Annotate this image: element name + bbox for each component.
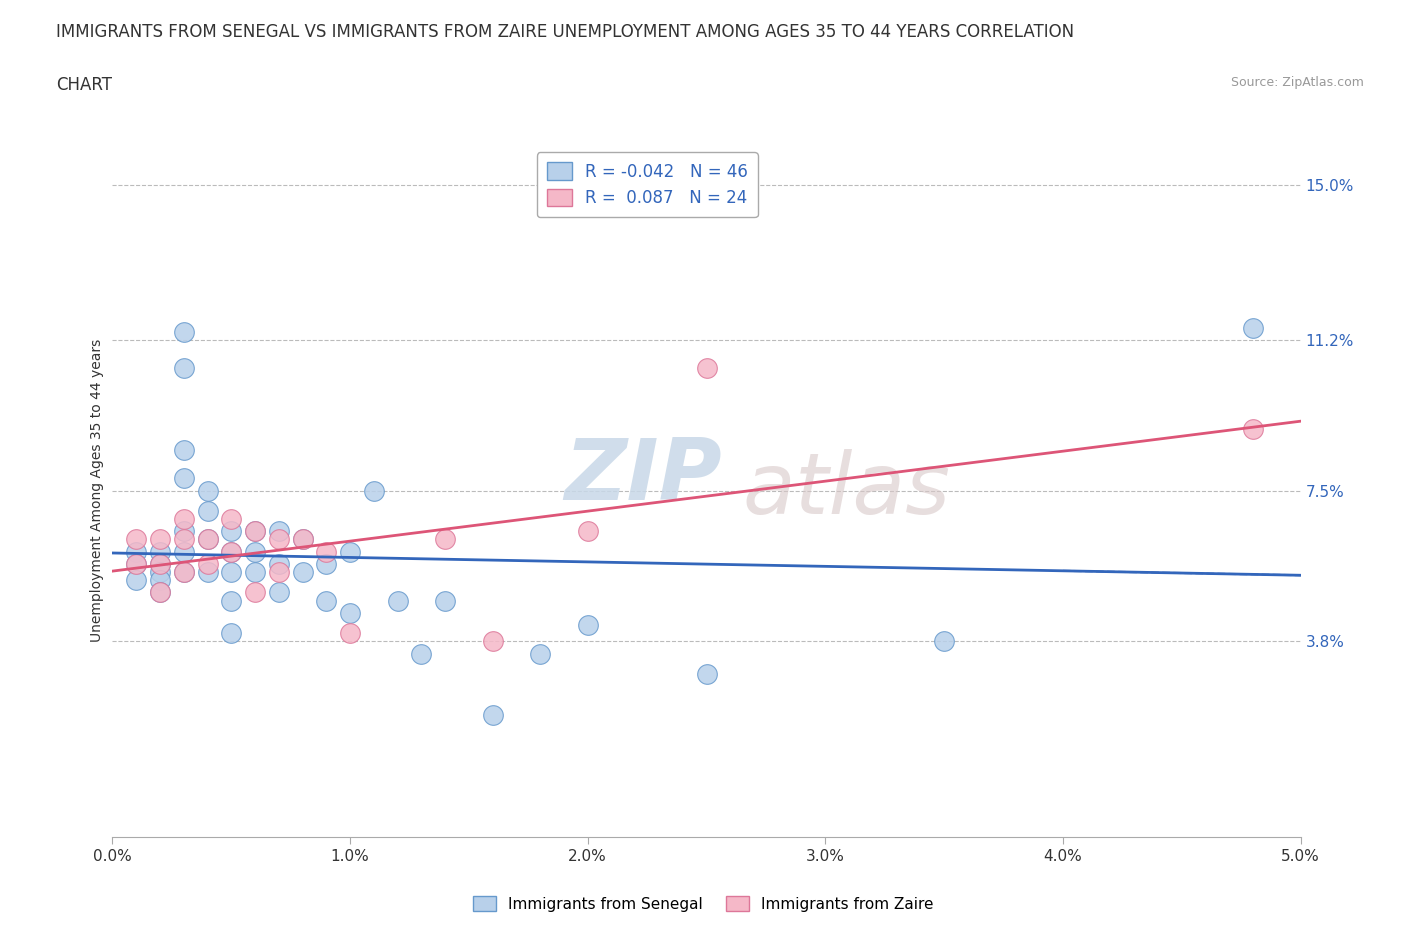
Point — [315, 556, 337, 571]
Point — [934, 634, 956, 649]
Point — [315, 593, 337, 608]
Point — [339, 544, 361, 559]
Legend: Immigrants from Senegal, Immigrants from Zaire: Immigrants from Senegal, Immigrants from… — [467, 889, 939, 918]
Point — [149, 565, 172, 579]
Point — [267, 556, 290, 571]
Point — [173, 361, 195, 376]
Text: ZIP: ZIP — [564, 435, 721, 518]
Point — [149, 585, 172, 600]
Point — [434, 593, 457, 608]
Point — [696, 361, 718, 376]
Point — [1241, 320, 1264, 335]
Point — [173, 565, 195, 579]
Y-axis label: Unemployment Among Ages 35 to 44 years: Unemployment Among Ages 35 to 44 years — [90, 339, 104, 643]
Point — [219, 593, 242, 608]
Point — [243, 565, 266, 579]
Point — [243, 585, 266, 600]
Point — [173, 471, 195, 485]
Point — [197, 565, 219, 579]
Point — [197, 532, 219, 547]
Point — [197, 503, 219, 518]
Point — [363, 484, 385, 498]
Point — [481, 708, 503, 723]
Text: Source: ZipAtlas.com: Source: ZipAtlas.com — [1230, 76, 1364, 89]
Point — [149, 532, 172, 547]
Point — [149, 556, 172, 571]
Point — [267, 585, 290, 600]
Point — [243, 524, 266, 538]
Point — [149, 544, 172, 559]
Text: IMMIGRANTS FROM SENEGAL VS IMMIGRANTS FROM ZAIRE UNEMPLOYMENT AMONG AGES 35 TO 4: IMMIGRANTS FROM SENEGAL VS IMMIGRANTS FR… — [56, 23, 1074, 41]
Point — [387, 593, 409, 608]
Point — [149, 585, 172, 600]
Point — [315, 544, 337, 559]
Point — [481, 634, 503, 649]
Point — [576, 524, 599, 538]
Point — [173, 544, 195, 559]
Point — [125, 544, 148, 559]
Point — [529, 646, 551, 661]
Point — [197, 556, 219, 571]
Point — [173, 512, 195, 526]
Point — [339, 605, 361, 620]
Point — [197, 532, 219, 547]
Point — [267, 565, 290, 579]
Text: CHART: CHART — [56, 76, 112, 94]
Point — [219, 544, 242, 559]
Point — [173, 565, 195, 579]
Point — [125, 573, 148, 588]
Point — [243, 524, 266, 538]
Point — [149, 573, 172, 588]
Point — [219, 565, 242, 579]
Point — [125, 532, 148, 547]
Point — [219, 512, 242, 526]
Point — [696, 667, 718, 682]
Point — [219, 626, 242, 641]
Point — [219, 544, 242, 559]
Point — [173, 443, 195, 458]
Point — [173, 532, 195, 547]
Point — [339, 626, 361, 641]
Point — [267, 532, 290, 547]
Point — [267, 524, 290, 538]
Point — [1241, 422, 1264, 437]
Point — [125, 556, 148, 571]
Point — [434, 532, 457, 547]
Point — [173, 325, 195, 339]
Point — [173, 524, 195, 538]
Point — [291, 532, 314, 547]
Point — [243, 544, 266, 559]
Text: atlas: atlas — [742, 449, 950, 532]
Legend: R = -0.042   N = 46, R =  0.087   N = 24: R = -0.042 N = 46, R = 0.087 N = 24 — [537, 153, 758, 217]
Point — [291, 565, 314, 579]
Point — [411, 646, 433, 661]
Point — [125, 556, 148, 571]
Point — [197, 484, 219, 498]
Point — [149, 556, 172, 571]
Point — [219, 524, 242, 538]
Point — [576, 618, 599, 632]
Point — [291, 532, 314, 547]
